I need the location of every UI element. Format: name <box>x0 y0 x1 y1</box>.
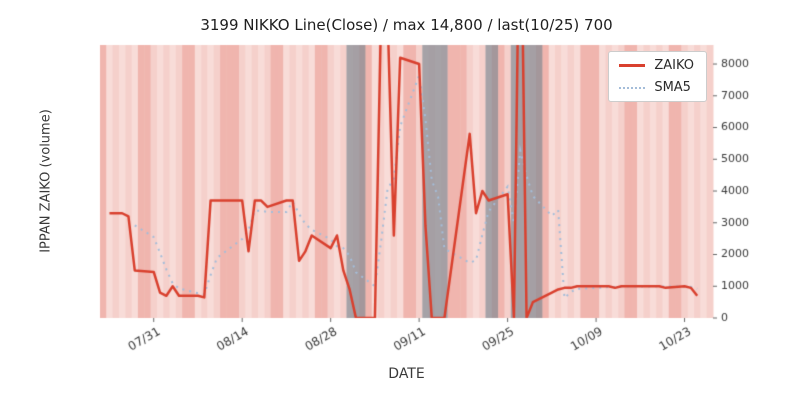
legend: ZAIKO SMA5 <box>608 51 707 102</box>
zaiko-line-sample <box>619 64 646 67</box>
sma5-line-sample <box>619 86 646 89</box>
legend-label-sma5: SMA5 <box>654 80 691 95</box>
x-axis-label: DATE <box>388 366 425 382</box>
legend-item-zaiko: ZAIKO <box>619 58 694 73</box>
legend-item-sma5: SMA5 <box>619 80 694 95</box>
legend-label-zaiko: ZAIKO <box>654 58 694 73</box>
